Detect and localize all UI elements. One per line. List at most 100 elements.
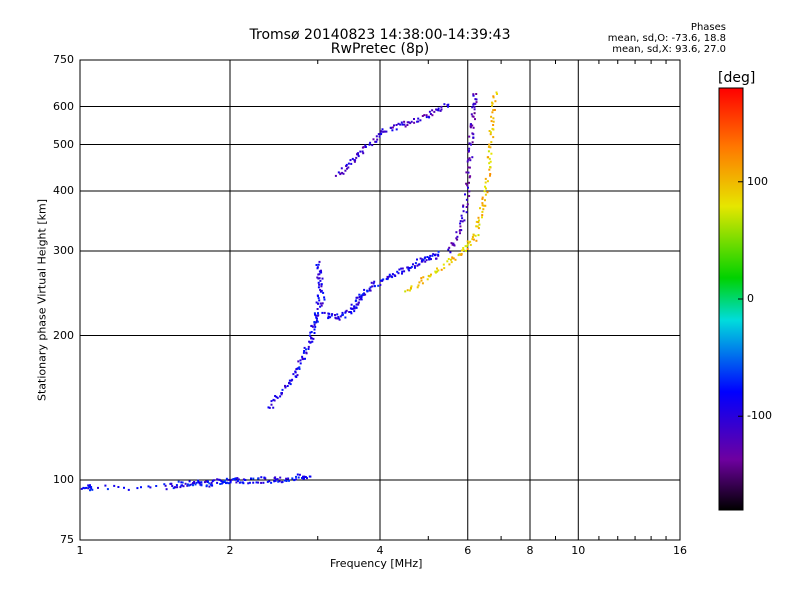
data-point bbox=[437, 107, 440, 110]
data-point bbox=[353, 307, 356, 310]
data-point bbox=[481, 196, 484, 199]
data-point bbox=[414, 266, 416, 269]
data-point bbox=[421, 259, 423, 262]
data-point bbox=[274, 476, 277, 479]
data-point bbox=[475, 101, 478, 104]
data-point bbox=[188, 484, 191, 487]
data-point bbox=[360, 297, 362, 300]
data-point bbox=[416, 264, 419, 267]
data-point bbox=[448, 246, 451, 249]
data-point bbox=[358, 293, 361, 296]
data-point bbox=[481, 198, 484, 200]
data-point bbox=[317, 263, 320, 266]
data-point bbox=[327, 315, 330, 318]
data-point bbox=[484, 199, 486, 202]
data-point bbox=[410, 265, 413, 268]
data-point bbox=[316, 294, 319, 297]
data-point bbox=[285, 480, 288, 482]
data-point bbox=[172, 487, 175, 490]
data-point bbox=[437, 253, 440, 256]
data-point bbox=[391, 129, 394, 132]
data-point bbox=[211, 480, 214, 483]
data-point bbox=[404, 290, 407, 293]
data-point bbox=[408, 267, 411, 269]
data-point bbox=[375, 135, 378, 138]
data-point bbox=[435, 257, 438, 260]
data-point bbox=[443, 103, 446, 106]
data-point bbox=[147, 485, 150, 488]
data-point bbox=[418, 263, 421, 266]
data-point bbox=[379, 284, 382, 286]
data-point bbox=[260, 476, 263, 479]
data-point bbox=[472, 233, 475, 236]
data-point bbox=[373, 285, 376, 288]
data-point bbox=[276, 478, 279, 481]
data-point bbox=[360, 295, 363, 298]
data-point bbox=[380, 132, 383, 135]
data-point bbox=[237, 478, 240, 481]
data-point bbox=[446, 260, 449, 263]
data-point bbox=[412, 263, 414, 266]
data-point bbox=[313, 328, 316, 331]
data-point bbox=[429, 275, 432, 278]
data-point bbox=[223, 481, 226, 483]
y-tick-label: 100 bbox=[53, 473, 74, 487]
data-point bbox=[488, 168, 491, 171]
data-point bbox=[471, 132, 474, 135]
y-tick-label: 600 bbox=[53, 99, 74, 113]
data-point bbox=[315, 264, 318, 266]
data-point bbox=[435, 108, 438, 111]
data-point bbox=[490, 141, 493, 144]
data-point bbox=[447, 248, 450, 251]
colorbar-tick-label: -100 bbox=[747, 409, 772, 423]
data-point bbox=[212, 479, 215, 482]
data-point bbox=[422, 276, 425, 279]
data-point bbox=[89, 485, 91, 487]
data-point bbox=[395, 128, 398, 131]
data-point bbox=[475, 93, 478, 95]
data-point bbox=[350, 162, 353, 165]
data-point bbox=[468, 181, 470, 184]
data-point bbox=[455, 231, 458, 234]
data-point bbox=[200, 484, 203, 487]
data-point bbox=[462, 249, 465, 251]
data-point bbox=[319, 271, 322, 274]
data-point bbox=[321, 311, 324, 314]
data-point bbox=[316, 308, 319, 310]
data-point bbox=[275, 395, 278, 398]
data-point bbox=[270, 481, 273, 484]
data-point bbox=[460, 214, 463, 217]
data-point bbox=[467, 166, 470, 169]
data-point bbox=[424, 256, 427, 259]
data-point bbox=[477, 234, 480, 237]
data-point bbox=[274, 479, 277, 482]
data-point bbox=[475, 239, 478, 242]
data-point bbox=[236, 477, 239, 480]
data-point bbox=[413, 121, 416, 124]
data-point bbox=[401, 270, 404, 273]
data-point bbox=[200, 481, 203, 484]
colorbar-label: [deg] bbox=[718, 70, 756, 86]
data-point bbox=[428, 110, 431, 113]
data-point bbox=[476, 225, 479, 228]
data-point bbox=[308, 334, 311, 337]
chart-title: Tromsø 20140823 14:38:00-14:39:43 bbox=[249, 27, 511, 43]
data-point bbox=[236, 480, 239, 482]
data-point bbox=[380, 130, 383, 133]
data-point bbox=[211, 484, 214, 487]
data-point bbox=[318, 299, 321, 302]
data-point bbox=[406, 124, 409, 126]
data-point bbox=[353, 310, 356, 313]
data-point bbox=[170, 483, 173, 485]
data-point bbox=[468, 149, 470, 152]
data-point bbox=[484, 193, 487, 196]
data-point bbox=[460, 249, 463, 252]
data-point bbox=[340, 167, 343, 170]
data-point bbox=[268, 480, 271, 483]
data-point bbox=[425, 259, 428, 262]
data-point bbox=[394, 275, 397, 277]
data-point bbox=[317, 297, 320, 300]
data-point bbox=[431, 254, 434, 257]
data-point bbox=[299, 362, 302, 365]
data-point bbox=[489, 173, 492, 175]
